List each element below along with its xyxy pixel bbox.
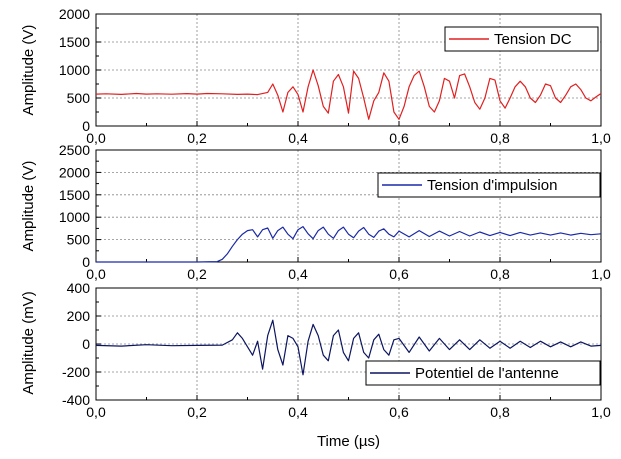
x-tick-label: 0,2 [187, 404, 207, 420]
y-tick-label: 200 [67, 308, 91, 324]
y-axis-label: Amplitude (V) [20, 161, 37, 252]
y-tick-label: 0 [82, 336, 90, 352]
y-tick-label: 400 [67, 280, 91, 296]
legend-label: Potentiel de l'antenne [415, 365, 559, 382]
x-tick-label: 0,4 [288, 266, 308, 282]
series-line [96, 226, 602, 263]
series-line [95, 319, 602, 376]
legend: Potentiel de l'antenne [365, 360, 601, 386]
y-tick-label: 500 [67, 232, 91, 248]
legend-label: Tension DC [494, 31, 572, 48]
x-tick-label: 0,2 [187, 266, 207, 282]
y-tick-label: 0 [82, 118, 90, 134]
y-axis-label: Amplitude (mV) [20, 291, 37, 394]
y-tick-label: 2500 [59, 142, 90, 158]
x-tick-label: 1,0 [591, 130, 611, 146]
chart-panel-2: 0,0 0,2 0,4 0,6 0,8 1,0 0 500 1000 1500 2000 2500 Am… [20, 142, 611, 282]
x-tick-label: 0,6 [389, 266, 409, 282]
x-tick-label: 1,0 [591, 266, 611, 282]
series-line [95, 69, 602, 120]
x-tick-label: 0,8 [490, 404, 510, 420]
y-tick-label: -200 [62, 364, 90, 380]
y-tick-label: 0 [82, 254, 90, 270]
y-tick-label: 1000 [59, 209, 90, 225]
y-axis-label: Amplitude (V) [20, 25, 37, 116]
plot-frame [95, 149, 602, 263]
legend-label: Tension d'impulsion [427, 177, 557, 194]
x-tick-label: 1,0 [591, 404, 611, 420]
y-tick-label: 1000 [59, 62, 90, 78]
y-tick-label: 500 [67, 90, 91, 106]
x-tick-label: 0,0 [86, 404, 106, 420]
y-tick-label: 2000 [59, 164, 90, 180]
y-tick-label: 1500 [59, 187, 90, 203]
x-tick-label: 0,6 [389, 404, 409, 420]
x-tick-label: 0,8 [490, 266, 510, 282]
x-tick-label: 0,8 [490, 130, 510, 146]
legend: Tension DC [444, 26, 599, 52]
x-tick-label: 0,4 [288, 130, 308, 146]
y-tick-label: 1500 [59, 34, 90, 50]
x-tick-label: 0,0 [86, 266, 106, 282]
x-tick-label: 0,4 [288, 404, 308, 420]
y-tick-label: 2000 [59, 6, 90, 22]
x-tick-label: 0,6 [389, 130, 409, 146]
legend: Tension d'impulsion [377, 172, 601, 198]
chart-panel-1: 0,0 0,2 0,4 0,6 0,8 1,0 0 500 1000 1500 2000 Amplit… [20, 6, 611, 146]
x-tick-label: 0,2 [187, 130, 207, 146]
chart-panel-3: 0,0 0,2 0,4 0,6 0,8 1,0 -400 -200 0 200 400 Amplitu… [20, 280, 611, 450]
x-axis-label: Time (µs) [317, 433, 380, 450]
x-tick-label: 0,0 [86, 130, 106, 146]
y-tick-label: -400 [62, 392, 90, 408]
